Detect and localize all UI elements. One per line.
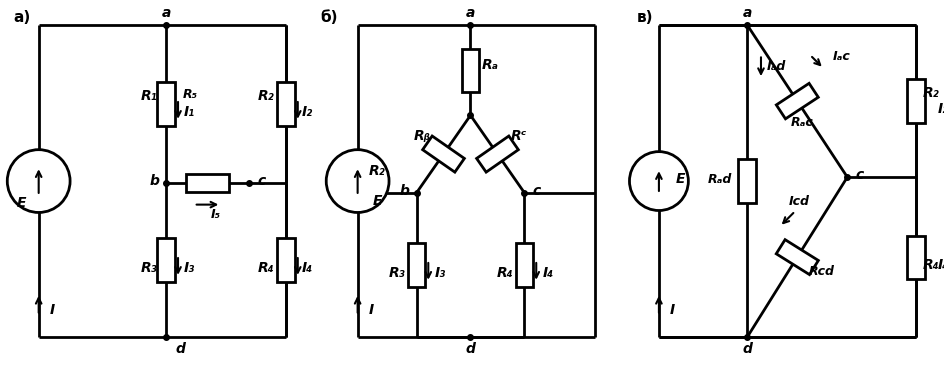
Text: R₅: R₅ bbox=[182, 88, 197, 101]
Text: I₁: I₁ bbox=[184, 105, 195, 119]
Text: Iₐc: Iₐc bbox=[832, 51, 850, 63]
Text: R₂: R₂ bbox=[258, 89, 275, 103]
Text: I₃: I₃ bbox=[434, 266, 446, 280]
Text: d: d bbox=[465, 342, 475, 356]
Text: I₂: I₂ bbox=[302, 105, 312, 119]
Text: b: b bbox=[399, 184, 410, 198]
Bar bbox=[737, 159, 755, 203]
Text: R₂: R₂ bbox=[921, 86, 938, 100]
Text: Rₐ: Rₐ bbox=[481, 58, 498, 72]
Bar bbox=[277, 82, 295, 125]
Text: Icd: Icd bbox=[788, 195, 809, 208]
Bar bbox=[277, 238, 295, 282]
Text: а): а) bbox=[13, 10, 30, 25]
Text: R₃: R₃ bbox=[388, 266, 405, 280]
Polygon shape bbox=[775, 239, 818, 275]
Text: б): б) bbox=[320, 10, 338, 25]
Text: Rcd: Rcd bbox=[808, 265, 834, 278]
Text: в): в) bbox=[635, 10, 652, 25]
Text: I: I bbox=[669, 303, 675, 317]
Text: I: I bbox=[50, 303, 55, 317]
Polygon shape bbox=[476, 136, 518, 172]
Polygon shape bbox=[422, 136, 464, 172]
Text: R₃: R₃ bbox=[140, 261, 157, 275]
Text: E: E bbox=[16, 196, 25, 210]
Text: E: E bbox=[675, 172, 684, 186]
Text: d: d bbox=[175, 342, 185, 356]
Bar bbox=[515, 244, 532, 287]
Text: R₁: R₁ bbox=[140, 89, 157, 103]
Text: I₂: I₂ bbox=[936, 102, 944, 116]
Text: Rₐd: Rₐd bbox=[707, 173, 732, 186]
Text: I₄: I₄ bbox=[936, 258, 944, 272]
Circle shape bbox=[326, 150, 389, 213]
Text: I: I bbox=[368, 303, 374, 317]
Text: a: a bbox=[161, 6, 171, 20]
Text: Rᵦ: Rᵦ bbox=[413, 130, 430, 144]
Text: E: E bbox=[372, 194, 381, 208]
Text: Rₐc: Rₐc bbox=[790, 116, 813, 129]
Text: I₅: I₅ bbox=[211, 208, 220, 221]
Circle shape bbox=[8, 150, 70, 213]
Bar bbox=[158, 238, 175, 282]
Text: a: a bbox=[465, 6, 475, 20]
Polygon shape bbox=[775, 83, 818, 119]
Text: c: c bbox=[531, 184, 540, 198]
Bar bbox=[906, 235, 924, 279]
Text: Iₐd: Iₐd bbox=[767, 60, 785, 73]
Text: c: c bbox=[257, 174, 265, 188]
Text: R₄: R₄ bbox=[258, 261, 275, 275]
Bar bbox=[158, 82, 175, 125]
Text: I₄: I₄ bbox=[302, 261, 312, 275]
Text: R₄: R₄ bbox=[496, 266, 513, 280]
Text: R₂: R₂ bbox=[368, 164, 385, 178]
Text: R₄: R₄ bbox=[921, 258, 938, 272]
Bar bbox=[462, 49, 479, 92]
Circle shape bbox=[629, 152, 687, 210]
Text: I₄: I₄ bbox=[542, 266, 553, 280]
Text: b: b bbox=[149, 174, 160, 188]
Bar bbox=[186, 174, 228, 192]
Bar bbox=[407, 244, 425, 287]
Text: c: c bbox=[855, 168, 864, 182]
Bar bbox=[906, 79, 924, 123]
Text: Rᶜ: Rᶜ bbox=[511, 130, 527, 144]
Text: a: a bbox=[742, 6, 751, 20]
Text: d: d bbox=[742, 342, 751, 356]
Text: I₃: I₃ bbox=[184, 261, 195, 275]
